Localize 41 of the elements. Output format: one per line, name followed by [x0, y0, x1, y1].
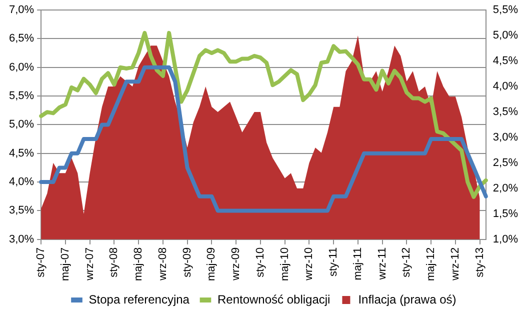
x-tick-label: wrz-08: [156, 247, 169, 282]
x-tick-label: sty-11: [328, 247, 340, 277]
y2-tick-label: 1,0%: [492, 233, 518, 246]
y2-tick-label: 1,5%: [492, 208, 518, 220]
y-tick-label: 6,5%: [8, 32, 34, 45]
y-tick-label: 7,0%: [8, 4, 34, 16]
legend-label: Rentowność obligacji: [217, 292, 330, 306]
x-tick-label: maj-10: [278, 247, 291, 281]
x-tick-label: sty-10: [254, 247, 266, 278]
x-tick-label: wrz-10: [303, 247, 316, 282]
y2-tick-label: 3,0%: [492, 131, 518, 144]
x-tick-label: sty-07: [35, 247, 48, 278]
y-tick-label: 3,5%: [8, 204, 34, 217]
y-tick-label: 5,5%: [8, 90, 34, 102]
x-tick-label: maj-09: [206, 247, 218, 281]
x-tick-label: wrz-09: [230, 247, 242, 282]
y2-tick-label: 5,0%: [492, 30, 518, 42]
y2-tick-label: 4,0%: [492, 80, 518, 92]
y-tick-label: 5,0%: [8, 118, 34, 131]
x-tick-label: sty-12: [400, 247, 413, 278]
x-tick-label: maj-11: [352, 247, 364, 280]
x-tick-label: maj-08: [132, 247, 145, 281]
y2-tick-label: 2,5%: [492, 156, 518, 169]
y2-tick-label: 5,5%: [492, 4, 518, 16]
y2-tick-label: 4,5%: [492, 55, 518, 68]
y-tick-label: 3,0%: [8, 233, 34, 246]
y-tick-label: 4,5%: [8, 147, 34, 160]
x-tick-label: maj-12: [425, 247, 438, 281]
legend-label: Inflacja (prawa oś): [358, 292, 456, 306]
y-tick-label: 6,0%: [8, 61, 34, 74]
x-tick-label: sty-08: [108, 247, 120, 278]
legend-label: Stopa referencyjna: [88, 292, 190, 306]
x-tick-label: wrz-11: [376, 247, 388, 281]
y-tick-label: 4,0%: [8, 176, 34, 188]
y2-tick-label: 3,5%: [492, 106, 518, 118]
x-tick-label: maj-07: [59, 247, 72, 281]
x-tick-label: wrz-07: [84, 247, 96, 282]
x-tick-label: wrz-12: [449, 247, 462, 282]
x-tick-label: sty-09: [181, 247, 194, 278]
y2-tick-label: 2,0%: [492, 182, 518, 194]
x-tick-label: sty-13: [474, 247, 486, 278]
